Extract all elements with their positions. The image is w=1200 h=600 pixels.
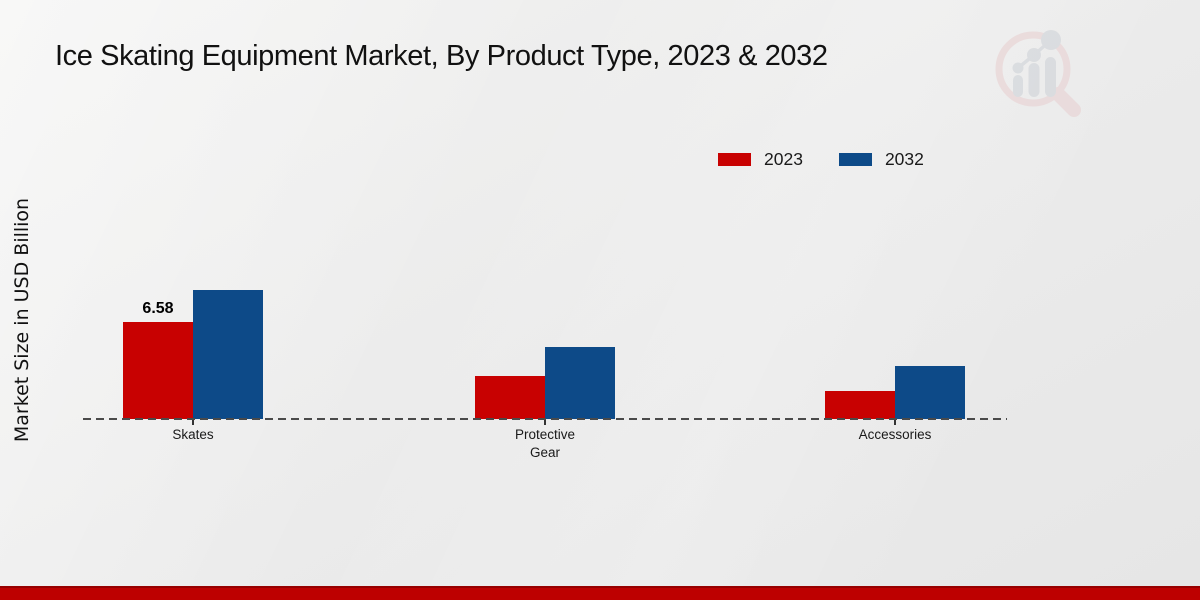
legend-label-2032: 2032 [884, 149, 924, 169]
bar-accessories-2032 [895, 366, 965, 419]
x-axis-tick-accessories [894, 420, 896, 425]
bar-skates-2032 [193, 290, 263, 419]
x-axis-baseline [83, 418, 1007, 420]
x-axis-tick-protective-gear [544, 420, 546, 425]
bar-skates-2023 [123, 322, 193, 419]
bar-accessories-2023 [825, 391, 895, 419]
category-label-accessories: Accessories [858, 427, 932, 442]
footer-red-strip [0, 586, 1200, 600]
mrfr-magnifier-logo-icon [995, 30, 1081, 117]
bar-protective-gear-2032 [545, 347, 615, 419]
legend-swatch-2023-icon [718, 153, 751, 166]
category-label-skates: Skates [172, 427, 214, 442]
legend-label-2023: 2023 [764, 149, 803, 169]
bar-value-label-skates-2023: 6.58 [142, 300, 174, 317]
legend-item-2032: 2032 [838, 149, 924, 170]
bar-protective-gear-2023 [475, 376, 545, 419]
legend-swatch-2032-icon [838, 153, 872, 166]
legend: 2023 2032 [718, 149, 924, 170]
chart-title: Ice Skating Equipment Market, By Product… [55, 40, 828, 72]
category-label-protective-gear: Protective Gear [514, 427, 576, 460]
x-axis-tick-skates [192, 420, 194, 425]
legend-item-2023: 2023 [718, 149, 803, 170]
